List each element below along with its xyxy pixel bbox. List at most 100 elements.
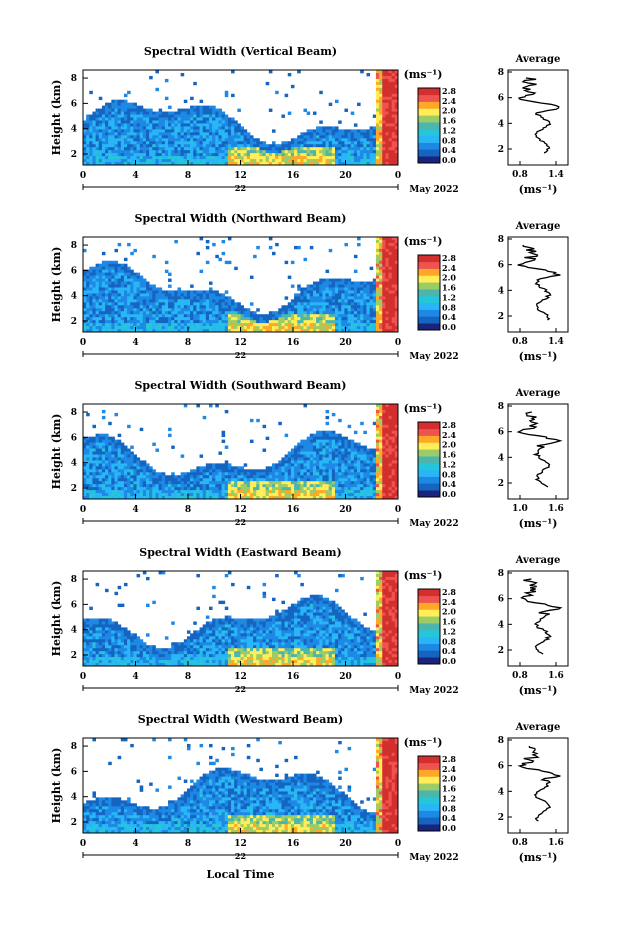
heatmap-cell <box>221 123 226 127</box>
heatmap-cell <box>243 469 248 473</box>
heatmap-cell <box>331 484 336 488</box>
heatmap-cell <box>83 478 87 482</box>
heatmap-cell <box>161 308 166 312</box>
heatmap-cell <box>385 126 389 130</box>
heatmap-cell <box>183 305 188 309</box>
heatmap-cell <box>338 320 342 324</box>
heatmap-cell <box>391 156 396 160</box>
heatmap-cell <box>139 123 144 127</box>
heatmap-cell <box>379 126 383 130</box>
heatmap-cell <box>205 141 210 145</box>
heatmap-cell <box>111 308 115 312</box>
heatmap-cell <box>224 123 229 127</box>
heatmap-cell <box>265 478 270 482</box>
heatmap-cell <box>344 484 348 488</box>
heatmap-cell <box>193 141 197 145</box>
heatmap-cell <box>237 159 241 163</box>
heatmap-cell <box>98 147 103 151</box>
heatmap-cell <box>240 496 245 500</box>
heatmap-cell <box>101 478 106 482</box>
heatmap-cell <box>328 296 333 300</box>
heatmap-cell <box>360 305 364 309</box>
heatmap-cell <box>92 129 96 133</box>
heatmap-cell <box>287 302 292 306</box>
heatmap-cell <box>341 475 345 479</box>
heatmap-cell <box>335 326 339 330</box>
heatmap-cell <box>218 487 222 491</box>
heatmap-cell <box>130 105 134 109</box>
heatmap-cell <box>284 466 289 470</box>
heatmap-cell <box>86 272 90 276</box>
heatmap-cell <box>174 296 178 300</box>
heatmap-cell <box>98 323 103 327</box>
heatmap-cell <box>256 153 260 157</box>
heatmap-cell <box>146 481 150 485</box>
heatmap-cell <box>86 445 90 449</box>
heatmap-cell <box>237 472 241 476</box>
heatmap-cell <box>127 153 131 157</box>
heatmap-cell <box>278 484 282 488</box>
heatmap-cell <box>341 460 345 464</box>
heatmap-cell <box>86 120 90 124</box>
heatmap-cell <box>306 445 311 449</box>
heatmap-cell <box>92 135 96 139</box>
heatmap-cell <box>218 463 222 467</box>
heatmap-cell <box>180 156 185 160</box>
heatmap-cell <box>379 317 383 321</box>
heatmap-cell <box>130 272 134 276</box>
heatmap-cell <box>294 305 298 309</box>
heatmap-cell <box>385 99 389 104</box>
heatmap-cell <box>328 457 333 461</box>
heatmap-cell <box>149 493 153 497</box>
heatmap-cell <box>363 317 367 321</box>
heatmap-cell <box>297 308 301 312</box>
heatmap-cell <box>83 156 87 160</box>
colorbar-tick-label: 1.2 <box>442 125 456 135</box>
heatmap-cell <box>183 99 188 104</box>
heatmap-cell <box>300 308 304 312</box>
heatmap-cell <box>196 314 200 318</box>
heatmap-cell <box>281 323 285 327</box>
heatmap-cell <box>95 308 100 312</box>
heatmap-cell <box>193 144 197 148</box>
heatmap-cell <box>117 454 122 458</box>
heatmap-cell <box>388 248 393 253</box>
heatmap-cell <box>146 299 150 303</box>
heatmap-cell <box>196 323 200 327</box>
heatmap-cell <box>155 138 159 142</box>
heatmap-cell <box>108 460 112 464</box>
heatmap-cell <box>152 254 156 259</box>
heatmap-cell <box>83 290 87 294</box>
heatmap-cell <box>186 126 191 130</box>
heatmap-cell <box>186 135 191 139</box>
heatmap-cell <box>240 487 245 491</box>
heatmap-cell <box>149 299 153 303</box>
heatmap-cell <box>196 114 200 118</box>
heatmap-cell <box>152 475 156 479</box>
heatmap-cell <box>328 430 333 435</box>
heatmap-cell <box>152 120 156 124</box>
heatmap-cell <box>366 484 371 488</box>
heatmap-cell <box>83 442 87 446</box>
heatmap-cell <box>372 466 377 470</box>
heatmap-cell <box>325 445 330 449</box>
heatmap-cell <box>101 284 106 288</box>
heatmap-cell <box>101 272 106 276</box>
heatmap-cell <box>168 144 172 148</box>
heatmap-cell <box>117 472 122 476</box>
heatmap-cell <box>246 472 251 476</box>
heatmap-cell <box>234 311 238 315</box>
heatmap-cell <box>136 326 141 330</box>
heatmap-cell <box>202 156 207 160</box>
heatmap-cell <box>290 299 295 303</box>
heatmap-cell <box>199 269 204 274</box>
heatmap-cell <box>341 454 345 458</box>
heatmap-cell <box>196 105 200 109</box>
heatmap-cell <box>300 299 304 303</box>
heatmap-cell <box>114 466 119 470</box>
heatmap-cell <box>353 159 358 163</box>
colorbar-swatch <box>418 289 440 297</box>
heatmap-cell <box>300 490 304 494</box>
heatmap-cell <box>136 120 141 124</box>
heatmap-cell <box>388 105 393 109</box>
